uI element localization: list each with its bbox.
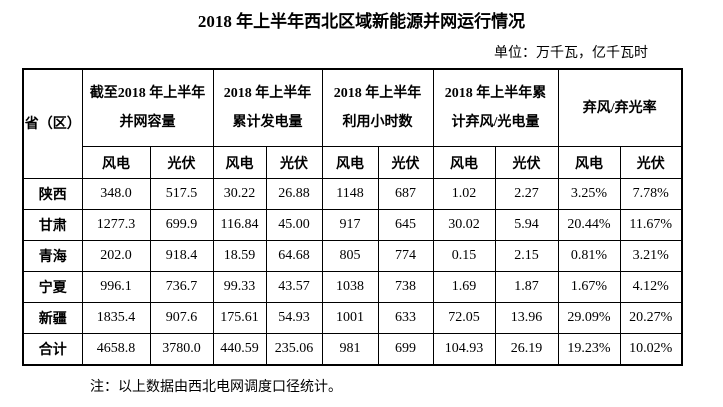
value-cell: 1038 (321, 271, 379, 303)
value-cell: 1148 (321, 178, 379, 210)
value-cell: 20.27% (619, 302, 683, 334)
group-header-utilization-hours: 2018 年上半年 利用小时数 (321, 68, 434, 147)
value-cell: 19.23% (557, 333, 621, 365)
value-cell: 1001 (321, 302, 379, 334)
province-cell: 陕西 (22, 178, 83, 210)
value-cell: 175.61 (212, 302, 267, 334)
value-cell: 1.69 (432, 271, 496, 303)
value-cell: 5.94 (494, 209, 559, 241)
value-cell: 4658.8 (81, 333, 151, 365)
sub-header-wind: 风电 (212, 146, 267, 179)
value-cell: 774 (377, 240, 434, 272)
value-cell: 7.78% (619, 178, 683, 210)
table-row: 合计 4658.8 3780.0 440.59 235.06 981 699 104.93 26… (22, 333, 683, 365)
value-cell: 699.9 (149, 209, 214, 241)
value-cell: 72.05 (432, 302, 496, 334)
footnote: 注：以上数据由西北电网调度口径统计。 (90, 379, 342, 395)
value-cell: 1277.3 (81, 209, 151, 241)
value-cell: 104.93 (432, 333, 496, 365)
value-cell: 738 (377, 271, 434, 303)
value-cell: 3.25% (557, 178, 621, 210)
province-cell: 甘肃 (22, 209, 83, 241)
value-cell: 687 (377, 178, 434, 210)
value-cell: 981 (321, 333, 379, 365)
sub-header-solar: 光伏 (149, 146, 214, 179)
value-cell: 1.02 (432, 178, 496, 210)
value-cell: 116.84 (212, 209, 267, 241)
value-cell: 18.59 (212, 240, 267, 272)
value-cell: 45.00 (265, 209, 323, 241)
value-cell: 996.1 (81, 271, 151, 303)
table-row: 宁夏 996.1 736.7 99.33 43.57 1038 738 1.69 1.87 1.6… (22, 271, 683, 303)
value-cell: 736.7 (149, 271, 214, 303)
sub-header-wind: 风电 (81, 146, 151, 179)
value-cell: 235.06 (265, 333, 323, 365)
sub-header-solar: 光伏 (494, 146, 559, 179)
unit-note: 单位：万千瓦，亿千瓦时 (494, 46, 648, 61)
value-cell: 917 (321, 209, 379, 241)
value-cell: 99.33 (212, 271, 267, 303)
data-table: 省（区） 截至2018 年上半年 并网容量 2018 年上半年 累计发电量 20… (22, 68, 683, 366)
table-header: 省（区） 截至2018 年上半年 并网容量 2018 年上半年 累计发电量 20… (22, 68, 683, 179)
value-cell: 1.87 (494, 271, 559, 303)
group-header-curtailed-energy: 2018 年上半年累 计弃风/光电量 (432, 68, 559, 147)
province-cell: 青海 (22, 240, 83, 272)
value-cell: 517.5 (149, 178, 214, 210)
value-cell: 2.15 (494, 240, 559, 272)
province-cell: 宁夏 (22, 271, 83, 303)
value-cell: 3.21% (619, 240, 683, 272)
group-header-grid-capacity: 截至2018 年上半年 并网容量 (81, 68, 214, 147)
value-cell: 645 (377, 209, 434, 241)
value-cell: 30.22 (212, 178, 267, 210)
sub-header-solar: 光伏 (265, 146, 323, 179)
value-cell: 20.44% (557, 209, 621, 241)
value-cell: 0.81% (557, 240, 621, 272)
group-header-row: 省（区） 截至2018 年上半年 并网容量 2018 年上半年 累计发电量 20… (22, 68, 683, 179)
table-row: 陕西 348.0 517.5 30.22 26.88 1148 687 1.02 2.27 3.2… (22, 178, 683, 210)
province-cell: 合计 (22, 333, 83, 365)
value-cell: 29.09% (557, 302, 621, 334)
value-cell: 4.12% (619, 271, 683, 303)
value-cell: 805 (321, 240, 379, 272)
value-cell: 13.96 (494, 302, 559, 334)
table-body: 陕西 348.0 517.5 30.22 26.88 1148 687 1.02 2.27 3.2… (22, 178, 683, 365)
value-cell: 64.68 (265, 240, 323, 272)
value-cell: 43.57 (265, 271, 323, 303)
sub-header-row: 风电 光伏 风电 光伏 风电 光伏 风电 光伏 风电 光伏 (23, 146, 683, 179)
value-cell: 54.93 (265, 302, 323, 334)
value-cell: 3780.0 (149, 333, 214, 365)
value-cell: 440.59 (212, 333, 267, 365)
group-header-cumulative-generation: 2018 年上半年 累计发电量 (212, 68, 323, 147)
value-cell: 907.6 (149, 302, 214, 334)
sub-header-wind: 风电 (432, 146, 496, 179)
value-cell: 348.0 (81, 178, 151, 210)
table-row: 新疆 1835.4 907.6 175.61 54.93 1001 633 72.05 13.9… (22, 302, 683, 334)
value-cell: 2.27 (494, 178, 559, 210)
table-row: 青海 202.0 918.4 18.59 64.68 805 774 0.15 2.15 0.81… (22, 240, 683, 272)
group-header-curtailment-rate: 弃风/弃光率 (557, 68, 683, 147)
value-cell: 26.19 (494, 333, 559, 365)
sub-header-solar: 光伏 (377, 146, 434, 179)
sub-header-wind: 风电 (321, 146, 379, 179)
value-cell: 30.02 (432, 209, 496, 241)
value-cell: 699 (377, 333, 434, 365)
table-row: 甘肃 1277.3 699.9 116.84 45.00 917 645 30.02 5.94 2… (22, 209, 683, 241)
corner-header-province: 省（区） (22, 68, 83, 179)
value-cell: 10.02% (619, 333, 683, 365)
value-cell: 202.0 (81, 240, 151, 272)
value-cell: 1.67% (557, 271, 621, 303)
value-cell: 1835.4 (81, 302, 151, 334)
value-cell: 26.88 (265, 178, 323, 210)
value-cell: 0.15 (432, 240, 496, 272)
sub-header-wind: 风电 (557, 146, 621, 179)
province-cell: 新疆 (22, 302, 83, 334)
value-cell: 918.4 (149, 240, 214, 272)
value-cell: 11.67% (619, 209, 683, 241)
value-cell: 633 (377, 302, 434, 334)
page-title: 2018 年上半年西北区域新能源并网运行情况 (197, 12, 526, 31)
sub-header-solar: 光伏 (619, 146, 683, 179)
